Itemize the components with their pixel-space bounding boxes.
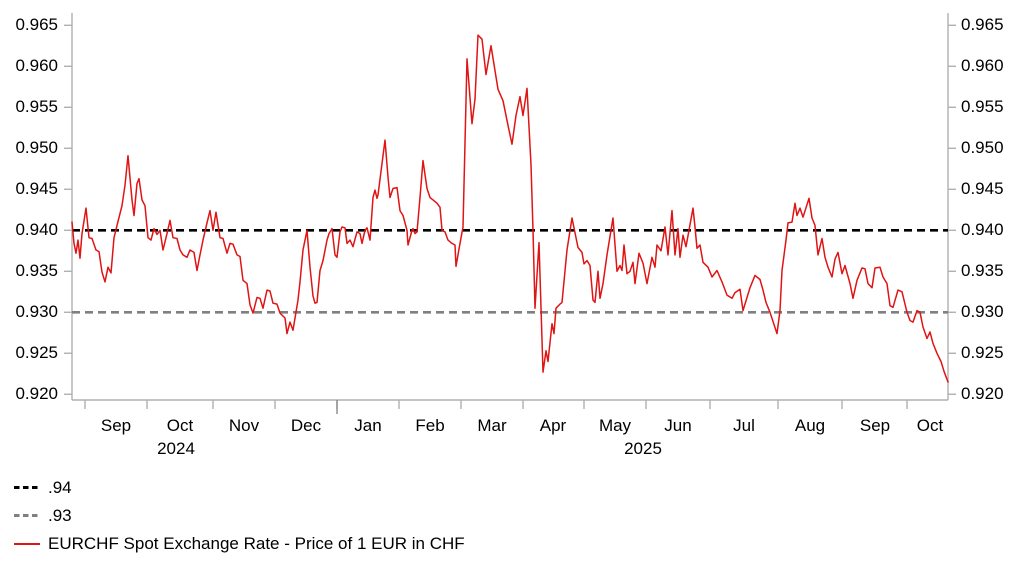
plot-area	[64, 13, 956, 414]
legend-item-ref-94: .94	[14, 478, 465, 497]
legend-item-series: EURCHF Spot Exchange Rate - Price of 1 E…	[14, 534, 465, 553]
legend: .94 .93 EURCHF Spot Exchange Rate - Pric…	[14, 478, 465, 553]
legend-label-ref-93: .93	[48, 506, 72, 525]
series-line-eurchf	[71, 34, 949, 383]
legend-item-ref-93: .93	[14, 506, 465, 525]
dashed-black-line-swatch-icon	[14, 486, 40, 489]
legend-label-series: EURCHF Spot Exchange Rate - Price of 1 E…	[48, 534, 465, 553]
red-line-swatch-icon	[14, 542, 40, 545]
dashed-gray-line-swatch-icon	[14, 514, 40, 517]
legend-label-ref-94: .94	[48, 478, 72, 497]
